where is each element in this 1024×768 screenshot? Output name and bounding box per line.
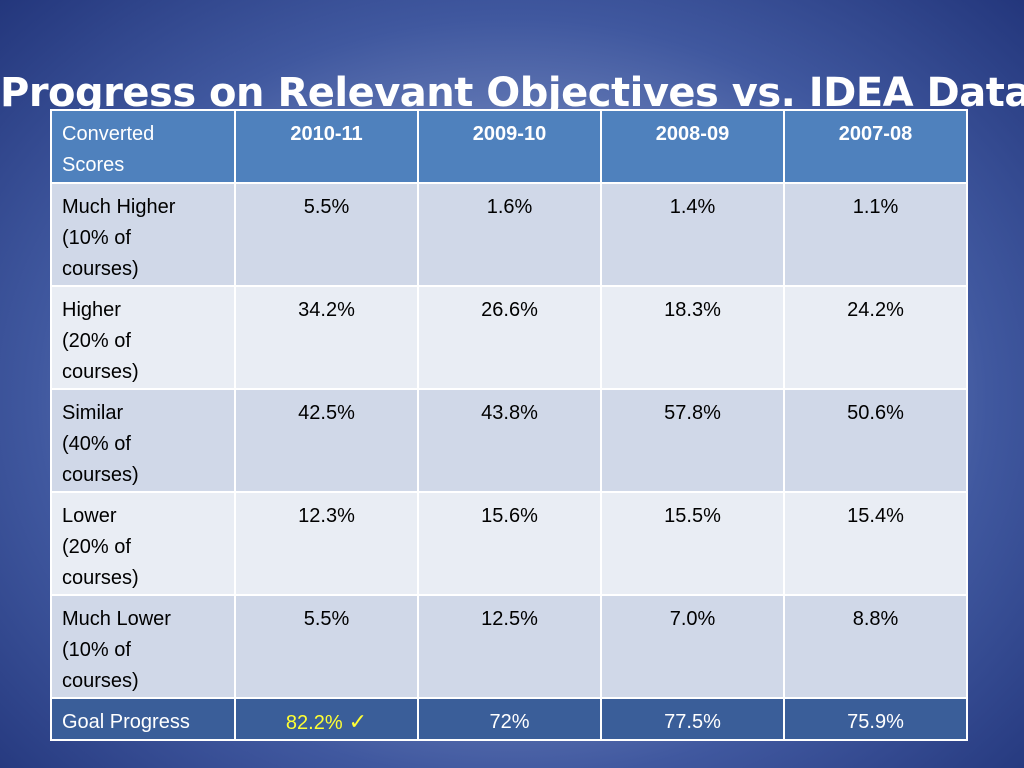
header-year-2009-10: 2009-10 xyxy=(417,109,602,184)
table-cell: 1.4% xyxy=(600,182,785,287)
table-cell: 34.2% xyxy=(234,285,419,390)
table-cell: 24.2% xyxy=(783,285,968,390)
table-cell: 26.6% xyxy=(417,285,602,390)
table-row-similar: Similar (40% of courses) 42.5% 43.8% 57.… xyxy=(50,388,968,493)
table-row-much-lower: Much Lower (10% of courses) 5.5% 12.5% 7… xyxy=(50,594,968,699)
table-row-goal-progress: Goal Progress 82.2% ✓ 72% 77.5% 75.9% xyxy=(50,697,968,741)
table-cell: 15.6% xyxy=(417,491,602,596)
header-label-line: Converted xyxy=(62,123,155,145)
row-label: Similar (40% of courses) xyxy=(50,388,236,493)
objectives-table: Converted Scores 2010-11 2009-10 2008-09… xyxy=(50,109,968,741)
row-label-line: (20% of xyxy=(62,330,131,352)
row-label-line: courses) xyxy=(62,361,139,383)
row-label-line: Higher xyxy=(62,299,121,321)
table-cell: 5.5% xyxy=(234,182,419,287)
goal-progress-highlight-cell: 82.2% ✓ xyxy=(234,697,419,741)
header-row: Converted Scores 2010-11 2009-10 2008-09… xyxy=(50,109,968,184)
header-year-2007-08: 2007-08 xyxy=(783,109,968,184)
header-label-cell: Converted Scores xyxy=(50,109,236,184)
goal-progress-label: Goal Progress xyxy=(50,697,236,741)
table-cell: 1.1% xyxy=(783,182,968,287)
goal-progress-value: 75.9% xyxy=(783,697,968,741)
slide-title: Progress on Relevant Objectives vs. IDEA… xyxy=(0,69,1024,116)
row-label-line: courses) xyxy=(62,258,139,280)
row-label-line: courses) xyxy=(62,567,139,589)
header-year-2010-11: 2010-11 xyxy=(234,109,419,184)
goal-progress-value: 77.5% xyxy=(600,697,785,741)
table-cell: 5.5% xyxy=(234,594,419,699)
table-cell: 8.8% xyxy=(783,594,968,699)
row-label-line: courses) xyxy=(62,464,139,486)
table-cell: 7.0% xyxy=(600,594,785,699)
row-label: Lower (20% of courses) xyxy=(50,491,236,596)
row-label-line: Similar xyxy=(62,402,124,424)
goal-progress-value: 82.2% xyxy=(285,712,343,734)
table-cell: 15.4% xyxy=(783,491,968,596)
table-cell: 57.8% xyxy=(600,388,785,493)
checkmark-icon: ✓ xyxy=(348,710,368,735)
table-row-higher: Higher (20% of courses) 34.2% 26.6% 18.3… xyxy=(50,285,968,390)
row-label: Higher (20% of courses) xyxy=(50,285,236,390)
row-label-line: Lower xyxy=(62,505,117,527)
table-row-much-higher: Much Higher (10% of courses) 5.5% 1.6% 1… xyxy=(50,182,968,287)
table-cell: 15.5% xyxy=(600,491,785,596)
table-cell: 50.6% xyxy=(783,388,968,493)
row-label-line: courses) xyxy=(62,670,139,692)
table-cell: 43.8% xyxy=(417,388,602,493)
row-label: Much Lower (10% of courses) xyxy=(50,594,236,699)
header-label-line: Scores xyxy=(62,154,125,176)
goal-progress-value: 72% xyxy=(417,697,602,741)
table-row-lower: Lower (20% of courses) 12.3% 15.6% 15.5%… xyxy=(50,491,968,596)
row-label-line: (20% of xyxy=(62,536,131,558)
row-label-line: Much Lower xyxy=(62,608,171,630)
row-label: Much Higher (10% of courses) xyxy=(50,182,236,287)
table-cell: 12.3% xyxy=(234,491,419,596)
row-label-line: (10% of xyxy=(62,639,131,661)
table-cell: 1.6% xyxy=(417,182,602,287)
row-label-line: (10% of xyxy=(62,227,131,249)
row-label-line: (40% of xyxy=(62,433,131,455)
header-year-2008-09: 2008-09 xyxy=(600,109,785,184)
table-cell: 42.5% xyxy=(234,388,419,493)
table-cell: 18.3% xyxy=(600,285,785,390)
row-label-line: Much Higher xyxy=(62,196,176,218)
table-cell: 12.5% xyxy=(417,594,602,699)
